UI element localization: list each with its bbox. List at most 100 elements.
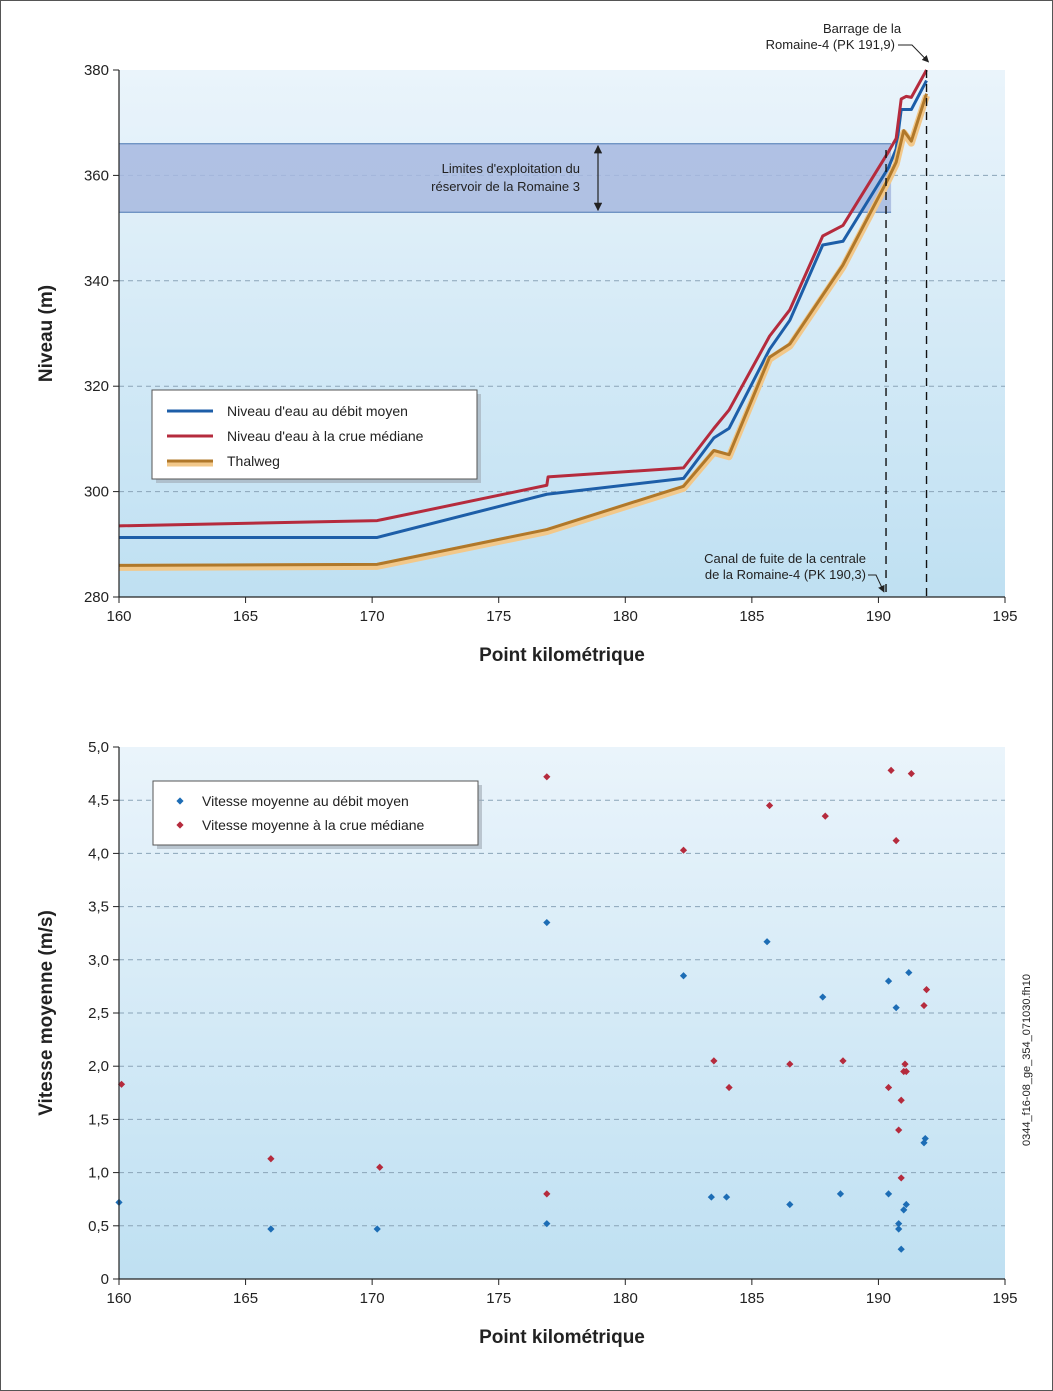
velocity-point-series-1	[897, 1245, 905, 1253]
velocity-point-series-2	[710, 1057, 718, 1065]
level-series-line-2	[118, 69, 928, 528]
velocity-point-series-2	[920, 1001, 928, 1010]
velocity-chart-y-tick-label: 1,0	[88, 1165, 109, 1182]
velocity-point-series-1	[543, 1220, 551, 1228]
barrage-annotation-text: Barrage de la	[823, 21, 902, 36]
velocity-chart-x-tick-label: 160	[106, 1290, 131, 1307]
velocity-chart-y-axis-title: Vitesse moyenne (m/s)	[36, 910, 57, 1116]
velocity-point-series-2	[897, 1096, 905, 1104]
velocity-chart-x-axis-title: Point kilométrique	[479, 1327, 645, 1348]
velocity-point-series-2	[895, 1126, 903, 1134]
level-legend-label-3: Thalweg	[227, 453, 280, 469]
velocity-point-series-1	[895, 1220, 903, 1228]
velocity-point-series-1	[895, 1225, 903, 1233]
velocity-chart-y-tick-label: 1,5	[88, 1111, 109, 1128]
velocity-point-series-2	[902, 1067, 910, 1076]
velocity-chart-x-tick-label: 170	[360, 1290, 385, 1307]
velocity-point-series-1	[786, 1200, 794, 1209]
velocity-point-series-2	[679, 846, 688, 854]
velocity-legend-box	[152, 780, 479, 846]
velocity-chart-y-tick-label: 4,5	[88, 792, 109, 809]
velocity-point-series-1	[707, 1193, 715, 1201]
velocity-point-series-2	[897, 1174, 905, 1182]
velocity-chart-y-tick-label: 3,0	[88, 952, 109, 969]
operating-limits-band	[119, 143, 892, 213]
level-chart-x-tick-label: 175	[486, 608, 511, 625]
velocity-chart-y-tick-label: 2,0	[88, 1058, 109, 1075]
velocity-legend-label-2: Vitesse moyenne à la crue médiane	[202, 817, 425, 833]
level-chart-x-tick-label: 195	[992, 608, 1017, 625]
velocity-point-series-2	[786, 1060, 794, 1068]
velocity-point-series-2	[884, 1083, 893, 1092]
velocity-point-series-1	[892, 1004, 900, 1012]
velocity-chart-x-tick-label: 195	[992, 1290, 1017, 1307]
velocity-chart-y-tick-label: 5,0	[88, 739, 109, 756]
barrage-annotation-text: Romaine-4 (PK 191,9)	[766, 37, 895, 52]
velocity-point-series-1	[763, 938, 771, 946]
level-chart-x-tick-label: 160	[106, 608, 131, 625]
level-chart-x-tick-label: 180	[613, 608, 638, 625]
velocity-chart-y-tick-label: 0,5	[88, 1218, 109, 1235]
velocity-point-series-1	[722, 1193, 731, 1201]
velocity-point-series-2	[376, 1163, 384, 1171]
velocity-point-series-2	[765, 801, 774, 810]
level-chart-y-tick-label: 380	[84, 62, 109, 79]
operating-band-label: Limites d'exploitation du	[442, 161, 580, 176]
velocity-point-series-2	[907, 770, 915, 778]
velocity-point-series-1	[902, 1200, 910, 1209]
velocity-point-series-2	[839, 1057, 847, 1065]
level-chart-y-axis-title: Niveau (m)	[36, 285, 57, 382]
level-chart-x-tick-label: 170	[360, 608, 385, 625]
velocity-point-series-2	[901, 1060, 909, 1068]
velocity-chart-x-tick-label: 180	[613, 1290, 638, 1307]
velocity-point-series-1	[373, 1225, 381, 1233]
canal-annotation-text: Canal de fuite de la centrale	[704, 551, 866, 566]
velocity-point-series-1	[543, 918, 551, 927]
velocity-point-series-1	[921, 1134, 929, 1143]
level-legend-label-1: Niveau d'eau au débit moyen	[227, 403, 408, 419]
canal-annotation-arrow	[868, 574, 885, 593]
level-chart-y-tick-label: 360	[84, 167, 109, 184]
level-chart-y-tick-label: 280	[84, 589, 109, 606]
velocity-point-series-2	[922, 985, 931, 994]
velocity-legend-marker-2	[176, 821, 184, 829]
level-chart-y-tick-label: 320	[84, 378, 109, 395]
file-id-label: 0344_f16-08_ge_354_071030.fh10	[1021, 974, 1033, 1146]
velocity-chart-y-tick-label: 0	[101, 1271, 109, 1288]
velocity-point-series-1	[679, 972, 688, 980]
velocity-point-series-2	[821, 812, 829, 820]
velocity-point-series-2	[267, 1155, 275, 1163]
velocity-legend-label-1: Vitesse moyenne au débit moyen	[202, 793, 409, 809]
velocity-point-series-2	[543, 1190, 551, 1198]
level-series-line-3	[118, 93, 928, 567]
velocity-chart-x-tick-label: 185	[739, 1290, 764, 1307]
velocity-chart-x-tick-label: 190	[866, 1290, 891, 1307]
level-chart-x-tick-label: 185	[739, 608, 764, 625]
velocity-point-series-2	[543, 773, 551, 781]
velocity-point-series-1	[884, 1190, 893, 1198]
velocity-point-series-1	[836, 1190, 845, 1198]
velocity-point-series-1	[267, 1225, 275, 1233]
velocity-chart-y-tick-label: 3,5	[88, 899, 109, 916]
level-chart-y-tick-label: 340	[84, 273, 109, 290]
velocity-point-series-1	[884, 977, 893, 985]
velocity-chart-x-tick-label: 165	[233, 1290, 258, 1307]
velocity-point-series-2	[117, 1080, 126, 1088]
velocity-point-series-1	[900, 1206, 908, 1214]
barrage-annotation-arrow	[898, 44, 930, 63]
velocity-chart-y-tick-label: 4,0	[88, 845, 109, 862]
operating-band-label: réservoir de la Romaine 3	[431, 179, 580, 194]
velocity-point-series-2	[892, 837, 900, 845]
level-chart-x-tick-label: 165	[233, 608, 258, 625]
velocity-point-series-1	[819, 993, 827, 1001]
level-chart-y-tick-label: 300	[84, 484, 109, 501]
level-legend-label-2: Niveau d'eau à la crue médiane	[227, 428, 424, 444]
level-chart-x-axis-title: Point kilométrique	[479, 645, 645, 666]
velocity-legend-marker-1	[176, 797, 184, 805]
velocity-point-series-2	[887, 766, 895, 775]
velocity-point-series-2	[725, 1083, 733, 1092]
canal-annotation-text: de la Romaine-4 (PK 190,3)	[705, 567, 866, 582]
velocity-point-series-1	[905, 968, 913, 977]
level-chart-x-tick-label: 190	[866, 608, 891, 625]
